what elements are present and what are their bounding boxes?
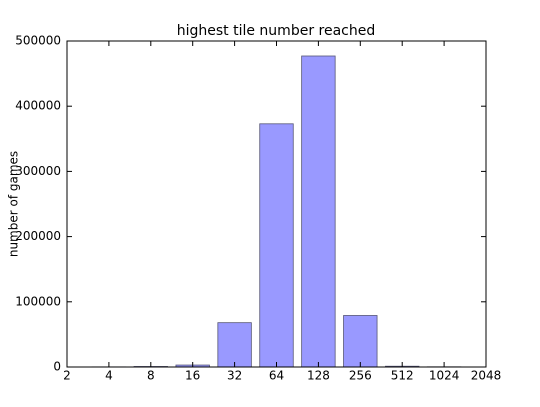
x-tick-label: 512 <box>391 369 414 383</box>
x-tick-label: 64 <box>269 369 284 383</box>
plot-area <box>91 55 462 367</box>
bar <box>259 123 294 367</box>
y-tick-label: 0 <box>53 360 61 374</box>
x-tick-label: 1024 <box>429 369 460 383</box>
bar <box>343 315 378 367</box>
x-tick-label: 2 <box>63 369 71 383</box>
y-axis-label: number of games <box>7 151 21 257</box>
y-tick-label: 400000 <box>15 99 61 113</box>
x-tick-label: 32 <box>227 369 242 383</box>
x-tick-label: 4 <box>105 369 113 383</box>
y-tick-label: 500000 <box>15 34 61 48</box>
chart-title: highest tile number reached <box>177 23 376 39</box>
x-tick-label: 8 <box>147 369 155 383</box>
y-tick-label: 300000 <box>15 164 61 178</box>
x-tick-label: 128 <box>307 369 330 383</box>
bar <box>217 322 252 367</box>
bar <box>301 55 336 367</box>
x-tick-label: 2048 <box>471 369 502 383</box>
y-tick-label: 200000 <box>15 229 61 243</box>
y-tick-label: 100000 <box>15 294 61 308</box>
x-tick-label: 256 <box>349 369 372 383</box>
x-tick-label: 16 <box>185 369 200 383</box>
